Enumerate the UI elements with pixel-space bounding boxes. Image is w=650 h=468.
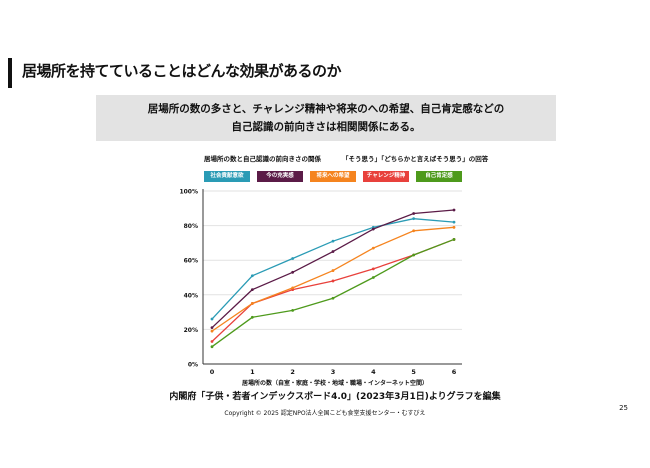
x-tick-label: 6 xyxy=(452,368,457,376)
data-point xyxy=(210,340,214,343)
x-tick-label: 3 xyxy=(331,368,336,376)
data-point xyxy=(412,217,416,221)
y-tick-label: 0% xyxy=(188,362,198,369)
data-point xyxy=(331,250,335,253)
summary-line-2: 自己認識の前向きさは相関関係にある。 xyxy=(231,121,421,133)
series-line xyxy=(211,209,455,329)
chart-subtitle: 「そう思う」「どちらかと言えばそう思う」の回答 xyxy=(342,155,489,163)
legend-item: 自己肯定感 xyxy=(416,171,462,182)
page-title: 居場所を持てていることはどんな効果があるのか xyxy=(22,62,342,80)
x-tick-label: 0 xyxy=(210,368,215,376)
page-number: 25 xyxy=(619,404,628,412)
data-point xyxy=(371,276,375,279)
data-point xyxy=(371,227,375,231)
chart-title: 居場所の数と自己認識の前向きさの関係 xyxy=(204,155,321,163)
series-line xyxy=(211,238,455,342)
data-point xyxy=(371,246,375,250)
data-point xyxy=(210,345,214,349)
data-point xyxy=(210,329,214,333)
data-point xyxy=(412,229,416,233)
data-point xyxy=(331,239,335,243)
series-line xyxy=(211,218,455,320)
y-tick-label: 80% xyxy=(184,223,198,230)
y-tick-label: 60% xyxy=(184,258,198,265)
data-point xyxy=(291,286,295,290)
data-point xyxy=(452,225,456,229)
x-tick-label: 4 xyxy=(371,368,376,376)
y-tick-label: 100% xyxy=(179,189,198,196)
data-point xyxy=(250,288,254,292)
legend-item: チャレンジ精神 xyxy=(363,171,409,182)
data-point xyxy=(250,302,254,305)
y-tick-label: 20% xyxy=(184,327,198,334)
legend-item: 社会貢献意欲 xyxy=(204,171,250,182)
x-axis-label: 居場所の数（自室・家庭・学校・地域・職場・インターネット空間） xyxy=(241,380,428,387)
legend-item: 将来への希望 xyxy=(310,171,356,182)
data-point xyxy=(250,315,254,319)
x-tick-label: 5 xyxy=(411,368,416,376)
legend-item: 今の充実感 xyxy=(257,171,303,182)
data-point xyxy=(210,326,214,330)
data-point xyxy=(331,296,335,300)
source-note: 内閣府「子供・若者インデックスボード4.0」(2023年3月1日)よりグラフを編… xyxy=(169,392,501,402)
y-tick-label: 40% xyxy=(184,292,198,299)
data-point xyxy=(250,274,254,278)
data-point xyxy=(291,270,295,274)
summary-box: 居場所の数の多さと、チャレンジ精神や将来のへの希望、自己肯定感などの 自己認識の… xyxy=(96,95,556,141)
data-point xyxy=(210,317,214,321)
data-point xyxy=(331,269,335,272)
data-point xyxy=(291,257,295,260)
data-point xyxy=(452,238,456,241)
data-point xyxy=(412,253,416,257)
data-point xyxy=(291,308,295,312)
copyright: Copyright © 2025 認定NPO法人全国こども食堂支援センター・むす… xyxy=(224,410,426,417)
data-point xyxy=(452,220,456,224)
summary-line-1: 居場所の数の多さと、チャレンジ精神や将来のへの希望、自己肯定感などの xyxy=(147,103,505,115)
x-tick-label: 2 xyxy=(290,368,295,376)
data-point xyxy=(412,212,416,215)
data-point xyxy=(331,279,335,283)
data-point xyxy=(452,208,456,212)
data-point xyxy=(371,267,375,271)
x-tick-label: 1 xyxy=(250,368,255,376)
title-accent-bar xyxy=(8,58,12,88)
